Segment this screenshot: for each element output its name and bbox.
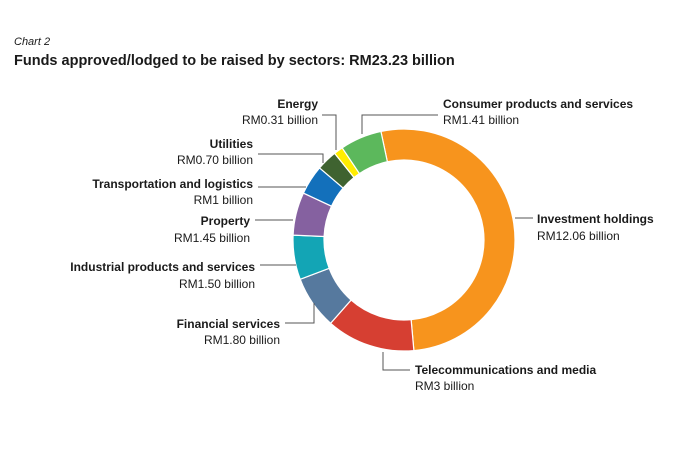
- label-telecom: Telecommunications and media: [415, 363, 596, 377]
- leader-line-energy: [322, 114, 337, 150]
- value-energy: RM0.31 billion: [242, 113, 318, 127]
- value-investment: RM12.06 billion: [537, 229, 620, 243]
- chart-subtitle: Chart 2: [14, 36, 51, 48]
- value-property: RM1.45 billion: [174, 231, 250, 245]
- leader-line-consumer: [361, 114, 438, 134]
- slice-consumer-products-and-services: [341, 130, 389, 175]
- leader-lines: [255, 114, 533, 371]
- label-consumer: Consumer products and services: [443, 97, 633, 111]
- label-utilities: Utilities: [210, 137, 254, 151]
- label-financial: Financial services: [177, 317, 281, 331]
- value-industrial: RM1.50 billion: [179, 277, 255, 291]
- value-telecom: RM3 billion: [415, 379, 474, 393]
- slice-investment-holdings: [380, 128, 516, 352]
- label-energy: Energy: [277, 97, 318, 111]
- label-investment: Investment holdings: [537, 212, 654, 226]
- leader-line-telecom: [382, 352, 410, 371]
- value-utilities: RM0.70 billion: [177, 153, 253, 167]
- labels: Investment holdings RM12.06 billion Tele…: [70, 97, 654, 393]
- value-financial: RM1.80 billion: [204, 333, 280, 347]
- label-transportation: Transportation and logistics: [92, 177, 253, 191]
- leader-line-utilities: [258, 153, 324, 163]
- label-property: Property: [201, 214, 251, 228]
- value-consumer: RM1.41 billion: [443, 113, 519, 127]
- value-transportation: RM1 billion: [194, 193, 253, 207]
- chart-title: Funds approved/lodged to be raised by se…: [14, 53, 455, 69]
- label-industrial: Industrial products and services: [70, 260, 255, 274]
- leader-line-financial: [285, 303, 315, 324]
